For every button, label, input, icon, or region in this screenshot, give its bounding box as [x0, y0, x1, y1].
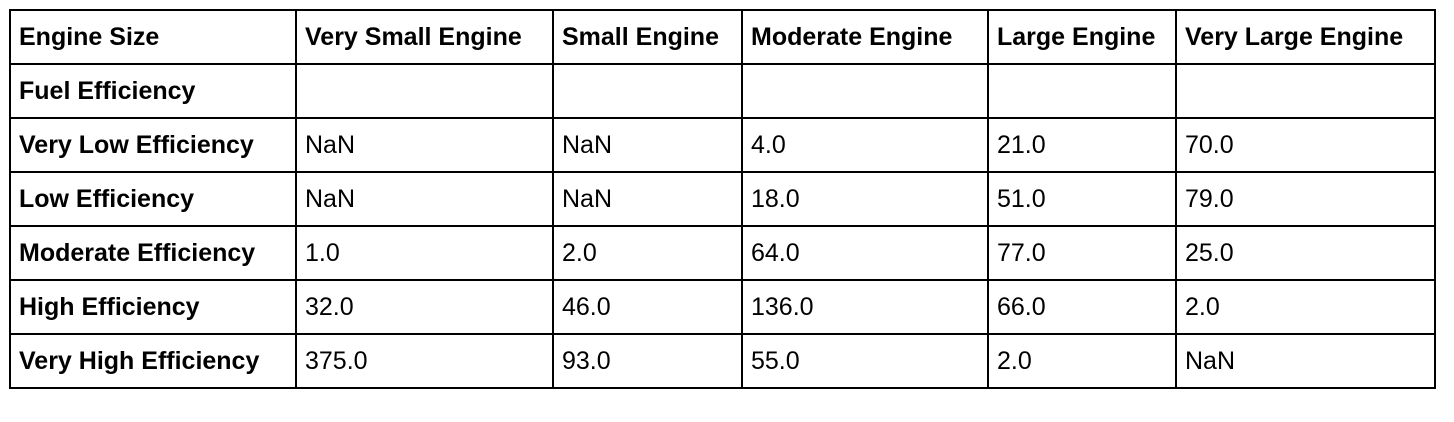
column-header-row: Engine Size Very Small Engine Small Engi… [9, 9, 1436, 65]
table-row: Very High Efficiency 375.0 93.0 55.0 2.0… [9, 333, 1436, 389]
column-header-very-large-engine: Very Large Engine [1175, 9, 1436, 65]
table-cell: 375.0 [295, 333, 554, 389]
empty-header-cell [1175, 63, 1436, 119]
table-cell: 136.0 [741, 279, 989, 335]
table-cell: 32.0 [295, 279, 554, 335]
column-header-very-small-engine: Very Small Engine [295, 9, 554, 65]
table-row: Low Efficiency NaN NaN 18.0 51.0 79.0 [9, 171, 1436, 227]
table-cell: 93.0 [552, 333, 743, 389]
table-cell: 4.0 [741, 117, 989, 173]
row-label: Moderate Efficiency [9, 225, 297, 281]
row-label: Very High Efficiency [9, 333, 297, 389]
index-name-header: Fuel Efficiency [9, 63, 297, 119]
empty-header-cell [295, 63, 554, 119]
table-cell: 21.0 [987, 117, 1177, 173]
empty-header-cell [987, 63, 1177, 119]
table-cell: 2.0 [987, 333, 1177, 389]
table-cell: 1.0 [295, 225, 554, 281]
row-label: High Efficiency [9, 279, 297, 335]
table-cell: 64.0 [741, 225, 989, 281]
table-cell: 55.0 [741, 333, 989, 389]
table-cell: 25.0 [1175, 225, 1436, 281]
table-cell: NaN [295, 117, 554, 173]
column-header-large-engine: Large Engine [987, 9, 1177, 65]
column-header-moderate-engine: Moderate Engine [741, 9, 989, 65]
table-cell: 51.0 [987, 171, 1177, 227]
index-name-row: Fuel Efficiency [9, 63, 1436, 119]
row-label: Low Efficiency [9, 171, 297, 227]
empty-header-cell [741, 63, 989, 119]
table-cell: NaN [1175, 333, 1436, 389]
table-row: Very Low Efficiency NaN NaN 4.0 21.0 70.… [9, 117, 1436, 173]
table-row: High Efficiency 32.0 46.0 136.0 66.0 2.0 [9, 279, 1436, 335]
columns-name-header: Engine Size [9, 9, 297, 65]
column-header-small-engine: Small Engine [552, 9, 743, 65]
table-cell: NaN [552, 117, 743, 173]
table-cell: NaN [552, 171, 743, 227]
crosstab-table-container: Engine Size Very Small Engine Small Engi… [9, 9, 1436, 389]
table-cell: 77.0 [987, 225, 1177, 281]
table-cell: 46.0 [552, 279, 743, 335]
engine-efficiency-crosstab: Engine Size Very Small Engine Small Engi… [9, 9, 1436, 389]
table-cell: NaN [295, 171, 554, 227]
table-cell: 2.0 [1175, 279, 1436, 335]
table-cell: 79.0 [1175, 171, 1436, 227]
empty-header-cell [552, 63, 743, 119]
table-cell: 66.0 [987, 279, 1177, 335]
row-label: Very Low Efficiency [9, 117, 297, 173]
table-cell: 18.0 [741, 171, 989, 227]
table-row: Moderate Efficiency 1.0 2.0 64.0 77.0 25… [9, 225, 1436, 281]
table-cell: 70.0 [1175, 117, 1436, 173]
table-cell: 2.0 [552, 225, 743, 281]
